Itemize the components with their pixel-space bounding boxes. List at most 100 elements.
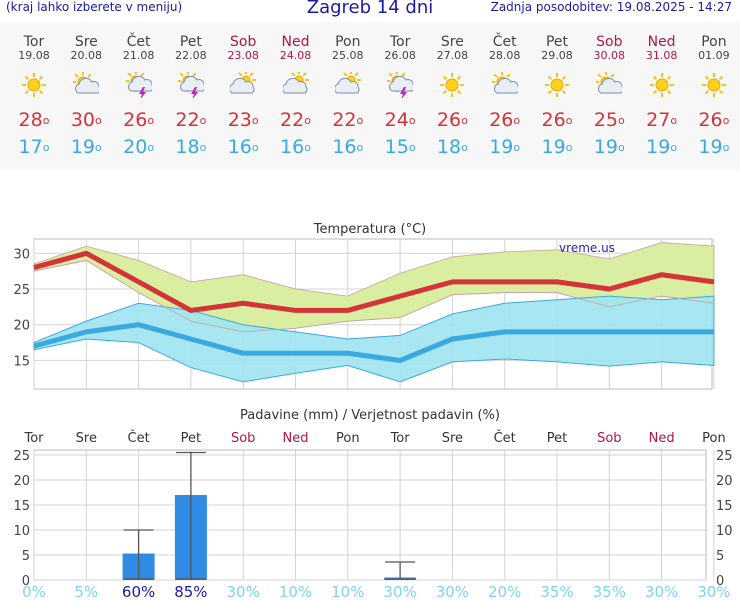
precip-probability: 60% [122, 583, 155, 600]
precip-probability: 35% [593, 583, 626, 600]
cloud-sun-icon [281, 70, 309, 98]
precip-probability: 85% [174, 583, 207, 600]
min-temp: 19o [593, 136, 625, 158]
y-tick-label-left: 15 [13, 499, 30, 514]
precip-day-label: Tor [23, 431, 44, 446]
max-temp: 22o [332, 109, 364, 131]
cloud-sun-icon [229, 70, 257, 98]
y-tick-label-left: 0 [22, 574, 30, 589]
precip-day-label: Tor [390, 431, 411, 446]
day-column: Sob 30.08 25o 19o [583, 34, 636, 158]
min-temp: 15o [384, 136, 416, 158]
day-column: Tor 19.08 28o 17o [8, 34, 61, 158]
precip-probability: 5% [74, 583, 98, 600]
day-column: Pet 22.08 22o 18o [164, 34, 217, 158]
precip-probability: 10% [331, 583, 364, 600]
y-tick-label: 20 [13, 319, 30, 334]
max-temp: 28o [18, 109, 50, 131]
max-temp: 26o [123, 109, 155, 131]
precip-probability: 35% [540, 583, 573, 600]
page-title: Zagreb 14 dni [306, 0, 434, 18]
y-tick-label-left: 20 [13, 474, 30, 489]
y-tick-label-right: 20 [716, 474, 733, 489]
day-column: Tor 26.08 24o 15o [374, 34, 427, 158]
watermark: vreme.us [559, 241, 615, 255]
max-temp: 24o [384, 109, 416, 131]
min-temp: 19o [646, 136, 678, 158]
max-temp: 26o [698, 109, 730, 131]
day-date: 24.08 [279, 49, 312, 62]
day-column: Sob 23.08 23o 16o [217, 34, 270, 158]
min-temp: 18o [175, 136, 207, 158]
min-temp: 19o [541, 136, 573, 158]
min-temp: 18o [436, 136, 468, 158]
max-temp: 27o [646, 109, 678, 131]
max-range-lower-edge [33, 260, 714, 333]
y-tick-label: 25 [13, 283, 30, 298]
precip-day-label: Pet [547, 431, 567, 446]
day-column: Ned 24.08 22o 16o [269, 34, 322, 158]
day-date: 28.08 [488, 49, 521, 62]
precip-day-label: Čet [128, 430, 150, 446]
max-temp: 23o [227, 109, 259, 131]
day-name: Sob [230, 34, 257, 50]
min-temp: 16o [227, 136, 259, 158]
precip-probability: 30% [645, 583, 678, 600]
max-temp-line [33, 250, 715, 313]
day-date: 25.08 [332, 49, 364, 62]
max-temp: 26o [541, 109, 573, 131]
sun-icon [701, 72, 727, 98]
day-date: 20.08 [70, 49, 103, 62]
precip-day-label: Pon [702, 431, 726, 446]
sun-cloud-storm-icon [176, 70, 206, 100]
day-column: Čet 21.08 26o 20o [112, 34, 165, 158]
precip-day-label: Sob [231, 431, 255, 446]
sun-cloud-storm-icon [386, 70, 415, 100]
day-name: Ned [647, 34, 676, 50]
precip-chart-title: Padavine (mm) / Verjetnost padavin (%) [240, 408, 500, 423]
day-date: 19.08 [18, 49, 50, 62]
y-tick-label-left: 10 [13, 524, 30, 539]
min-temp: 19o [698, 136, 730, 158]
day-name: Tor [389, 34, 411, 50]
day-name: Pon [701, 34, 727, 50]
day-name: Sre [440, 34, 464, 50]
day-name: Sre [74, 34, 98, 50]
precip-day-label: Sre [442, 431, 463, 446]
day-column: Pon 25.08 22o 16o [321, 34, 374, 158]
day-column: Pon 01.09 26o 19o [687, 34, 740, 158]
min-temp: 16o [280, 136, 311, 158]
sun-cloud-icon [72, 71, 101, 98]
day-date: 01.09 [698, 49, 730, 62]
precip-day-label: Sob [597, 431, 621, 446]
min-temp: 17o [18, 136, 50, 158]
last-update: Zadnja posodobitev: 19.08.2025 - 14:27 [490, 0, 732, 14]
day-name: Pon [335, 34, 361, 50]
precip-probability: 10% [279, 583, 312, 600]
precip-day-label: Ned [649, 431, 675, 446]
precip-probability: 20% [488, 583, 521, 600]
day-date: 21.08 [122, 49, 155, 62]
temperature-chart-title: Temperatura (°C) [313, 222, 426, 237]
max-temp: 26o [436, 109, 468, 131]
sun-icon [544, 72, 570, 98]
day-name: Čet [492, 34, 517, 50]
menu-hint: (kraj lahko izberete v meniju) [6, 0, 183, 14]
day-date: 26.08 [384, 49, 416, 62]
max-temp: 22o [175, 109, 207, 131]
day-column: Sre 27.08 26o 18o [426, 34, 479, 158]
day-date: 23.08 [227, 49, 259, 62]
day-name: Čet [126, 34, 151, 50]
day-name: Tor [23, 34, 45, 50]
y-tick-label: 15 [13, 354, 30, 369]
min-temp: 20o [123, 136, 155, 158]
sun-icon [21, 72, 47, 98]
day-column: Sre 20.08 30o 19o [60, 34, 113, 158]
precip-probability: 30% [697, 583, 730, 600]
y-tick-label: 30 [13, 247, 30, 262]
day-date: 22.08 [175, 49, 207, 62]
day-date: 30.08 [593, 49, 626, 62]
day-column: Ned 31.08 27o 19o [635, 34, 688, 158]
y-tick-label-left: 5 [22, 549, 30, 564]
